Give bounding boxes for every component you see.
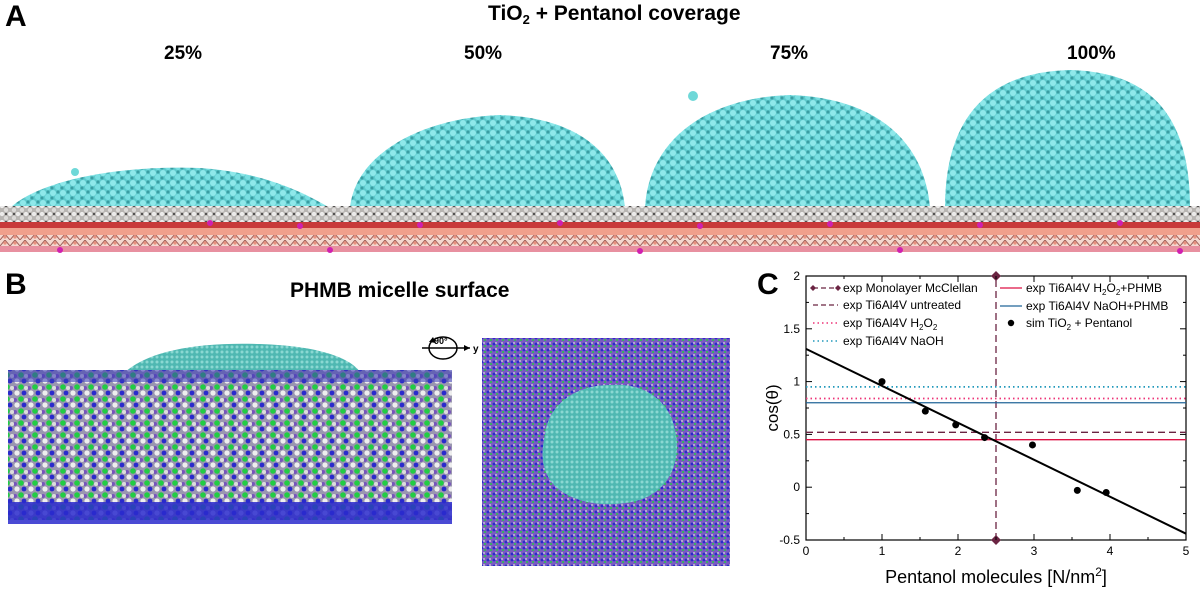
phmb-slab-top-edge: [8, 370, 452, 382]
micelle-top: [542, 384, 677, 505]
magenta-atoms: [57, 220, 1183, 254]
y-tick-label: 2: [793, 269, 800, 283]
micelle-cap-side: [125, 343, 360, 372]
legend-item-h2o2-phmb: exp Ti6Al4V H2O2+PHMB: [1000, 281, 1162, 297]
data-point: [1073, 486, 1081, 494]
surface-layer: [0, 206, 1200, 224]
legend-item-mcclellan: exp Monolayer McClellan: [810, 281, 978, 295]
legend-item-untreated: exp Ti6Al4V untreated: [813, 298, 961, 312]
rotation-icon: [422, 336, 470, 360]
svg-text:exp Ti6Al4V H2O2: exp Ti6Al4V H2O2: [843, 316, 938, 332]
y-tick-label: -0.5: [779, 533, 800, 547]
svg-text:sim TiO2 + Pentanol: sim TiO2 + Pentanol: [1026, 316, 1132, 332]
x-tick-label: 2: [955, 544, 962, 558]
y-tick-label: 0.5: [783, 427, 800, 441]
svg-text:exp Ti6Al4V H2O2+PHMB: exp Ti6Al4V H2O2+PHMB: [1026, 281, 1162, 297]
oxide-layer: [0, 222, 1200, 228]
data-point: [878, 378, 886, 386]
x-tick-label: 0: [803, 544, 810, 558]
rotation-label: 90°: [434, 336, 448, 346]
coverage-25-label: 25%: [164, 43, 203, 64]
phmb-slab-bottom-edge: [8, 502, 452, 524]
droplet-75: [645, 95, 930, 208]
contact-angle-chart: 0 1 2 3 4 5-0.500.511.52 exp Monolayer McClel…: [763, 269, 1190, 587]
coverage-100-label: 100%: [1067, 43, 1116, 64]
coverage-render: [0, 70, 1200, 254]
droplet-25: [10, 167, 330, 208]
coverage-50-label: 50%: [464, 43, 503, 64]
data-point: [1028, 441, 1036, 449]
phmb-render: 90° y: [8, 336, 730, 566]
series-fit-line: [805, 347, 1187, 535]
x-tick-label: 4: [1107, 544, 1114, 558]
legend-item-naoh: exp Ti6Al4V NaOH: [813, 334, 944, 348]
svg-text:exp Monolayer McClellan: exp Monolayer McClellan: [843, 281, 978, 295]
x-axis-label: Pentanol molecules [N/nm2]: [885, 565, 1107, 587]
data-point: [921, 407, 929, 415]
y-tick-label: 1.5: [783, 322, 800, 336]
panel-a-letter: A: [5, 0, 27, 33]
panel-b-letter: B: [5, 268, 27, 301]
legend-item-sim: sim TiO2 + Pentanol: [1007, 316, 1132, 332]
panel-b-title: PHMB micelle surface: [290, 279, 510, 302]
panel-a-title: TiO2 + Pentanol coverage: [488, 2, 741, 27]
legend-item-naoh-phmb: exp Ti6Al4V NaOH+PHMB: [1000, 299, 1168, 313]
substrate-layer: [0, 235, 1200, 249]
svg-text:exp Ti6Al4V NaOH: exp Ti6Al4V NaOH: [843, 334, 944, 348]
coverage-75-label: 75%: [770, 43, 809, 64]
panel-c-letter: C: [757, 268, 779, 301]
svg-text:exp Ti6Al4V untreated: exp Ti6Al4V untreated: [843, 298, 961, 312]
rotation-axis-label: y: [473, 344, 479, 355]
y-tick-label: 1: [793, 375, 800, 389]
stray-molecule: [71, 168, 79, 176]
bottom-layer: [0, 246, 1200, 252]
phmb-slab-side: [8, 370, 452, 520]
droplet-50: [350, 115, 625, 208]
droplet-100: [945, 70, 1190, 208]
svg-text:exp Ti6Al4V NaOH+PHMB: exp Ti6Al4V NaOH+PHMB: [1026, 299, 1168, 313]
stray-molecule: [688, 91, 698, 101]
salmon-layer: [0, 228, 1200, 238]
x-tick-label: 1: [879, 544, 886, 558]
y-tick-label: 0: [793, 480, 800, 494]
legend-right: exp Ti6Al4V H2O2+PHMB exp Ti6Al4V NaOH+P…: [1000, 281, 1168, 332]
x-tick-label: 3: [1031, 544, 1038, 558]
y-axis-label: cos(θ): [763, 384, 782, 431]
legend-left: exp Monolayer McClellan exp Ti6Al4V untr…: [810, 281, 978, 348]
legend-item-h2o2: exp Ti6Al4V H2O2: [813, 316, 938, 332]
x-tick-label: 5: [1183, 544, 1190, 558]
